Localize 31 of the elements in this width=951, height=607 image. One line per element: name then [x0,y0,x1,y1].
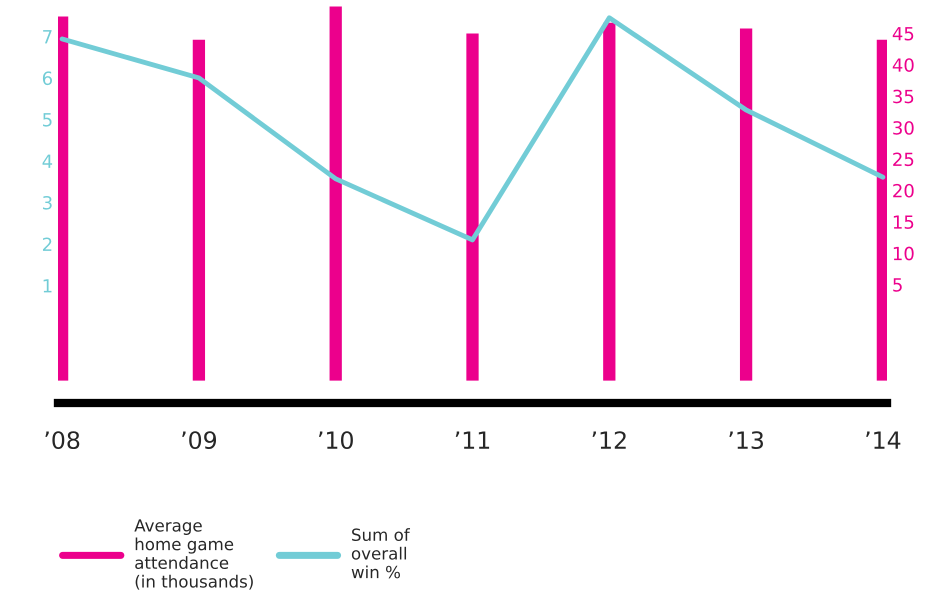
y2-tick-label: 20 [893,184,914,198]
x-tick-label: ’08 [45,431,80,450]
bar [602,21,617,382]
y2-tick-label: 35 [893,90,914,104]
y2-tick-label: 10 [894,246,914,260]
x-tick-label: ’09 [182,431,216,450]
y2-tick-label: 40 [892,58,914,72]
y-tick-label: 6 [42,71,52,86]
x-tick-label: ’12 [592,431,626,449]
bar [464,32,480,382]
y2-tick-label: 5 [893,278,902,292]
y-tick-label: 3 [43,196,52,210]
y-tick-label: 1 [44,279,52,292]
y-tick-label: 7 [43,30,52,44]
legend-label: Sum of overall win % [352,528,410,578]
bar [191,38,206,382]
y2-tick-label: 45 [892,27,914,41]
y-tick-label: 5 [43,113,52,127]
y2-tick-label: 25 [893,152,914,166]
bar [328,5,344,382]
bar [738,27,754,382]
x-tick-label: ’10 [318,431,353,450]
y-tick-label: 2 [42,237,52,251]
y2-tick-label: 30 [893,121,914,135]
x-tick-label: ’11 [456,432,490,449]
y-tick-label: 4 [42,154,52,168]
y2-tick-label: 15 [894,216,914,229]
x-tick-label: ’13 [729,431,763,450]
legend-label: Average home game attendance (in thousands) [134,519,253,590]
x-tick-label: ’14 [866,432,900,449]
line-series [60,15,886,242]
